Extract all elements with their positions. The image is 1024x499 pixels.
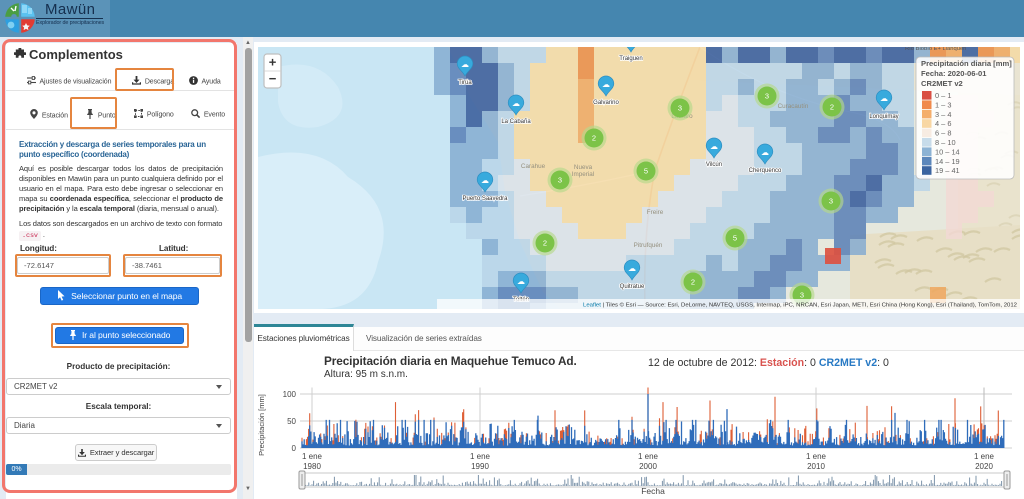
svg-text:2: 2: [592, 134, 596, 143]
svg-text:Precipitación diaria [mm]: Precipitación diaria [mm]: [921, 59, 1012, 68]
svg-text:3: 3: [765, 92, 769, 101]
svg-text:−: −: [269, 71, 277, 86]
svg-text:2: 2: [543, 239, 547, 248]
svg-text:3: 3: [558, 176, 562, 185]
svg-text:Galvarino: Galvarino: [593, 100, 619, 106]
svg-text:2: 2: [830, 103, 834, 112]
svg-text:☁: ☁: [461, 60, 469, 69]
svg-text:☁: ☁: [517, 277, 525, 286]
svg-text:1980: 1980: [303, 462, 321, 471]
svg-text:2: 2: [691, 278, 695, 287]
svg-text:☁: ☁: [761, 148, 769, 157]
svg-text:☁: ☁: [481, 176, 489, 185]
svg-text:☁: ☁: [880, 94, 888, 103]
svg-text:3 – 4: 3 – 4: [935, 110, 951, 119]
svg-text:1 – 3: 1 – 3: [935, 100, 951, 109]
svg-text:Precipitación [mm]: Precipitación [mm]: [257, 394, 266, 456]
svg-text:2000: 2000: [639, 462, 657, 471]
svg-text:Quitratue: Quitratue: [620, 284, 645, 290]
svg-text:Nueva: Nueva: [574, 164, 593, 171]
svg-text:☁: ☁: [512, 99, 520, 108]
svg-text:4 – 6: 4 – 6: [935, 119, 951, 128]
svg-text:Río Biobío E+ Llanquén: Río Biobío E+ Llanquén: [905, 47, 966, 52]
svg-text:☁: ☁: [628, 264, 636, 273]
svg-text:La Cabaña: La Cabaña: [501, 119, 531, 125]
svg-text:2010: 2010: [807, 462, 825, 471]
svg-text:2020: 2020: [975, 462, 993, 471]
svg-text:CR2MET v2: CR2MET v2: [921, 79, 963, 88]
svg-text:3: 3: [829, 197, 833, 206]
svg-text:Imperial: Imperial: [572, 171, 594, 178]
svg-text:1 ene: 1 ene: [470, 452, 491, 461]
svg-text:1 ene: 1 ene: [974, 452, 995, 461]
svg-text:3: 3: [678, 104, 682, 113]
svg-text:1 ene: 1 ene: [806, 452, 827, 461]
svg-text:Freire: Freire: [647, 209, 664, 216]
svg-text:1990: 1990: [471, 462, 489, 471]
svg-text:Leaflet | Tiles © Esri — Sourc: Leaflet | Tiles © Esri — Source: Esri, D…: [583, 302, 1017, 309]
svg-text:Puerto Saavedra: Puerto Saavedra: [462, 196, 508, 202]
svg-text:8 – 10: 8 – 10: [935, 138, 956, 147]
svg-text:1 ene: 1 ene: [302, 452, 323, 461]
svg-text:5: 5: [733, 234, 737, 243]
svg-text:Curacautín: Curacautín: [778, 103, 809, 110]
svg-text:☁: ☁: [710, 142, 718, 151]
svg-text:Traiguen: Traiguen: [619, 56, 642, 62]
svg-text:Pitrufquén: Pitrufquén: [634, 242, 663, 249]
svg-text:1 ene: 1 ene: [638, 452, 659, 461]
svg-text:Cherquenco: Cherquenco: [749, 168, 782, 174]
svg-text:Vilcún: Vilcún: [706, 162, 722, 168]
svg-text:50: 50: [287, 417, 296, 426]
svg-text:☁: ☁: [602, 80, 610, 89]
svg-text:Fecha: Fecha: [641, 486, 665, 496]
svg-text:+: +: [269, 55, 277, 70]
svg-text:Tirúa: Tirúa: [458, 80, 472, 86]
svg-text:3: 3: [800, 291, 804, 300]
svg-text:100: 100: [283, 390, 297, 399]
svg-text:6 – 8: 6 – 8: [935, 129, 951, 138]
svg-text:Lonquimay: Lonquimay: [869, 114, 898, 120]
svg-text:14 – 19: 14 – 19: [935, 157, 960, 166]
svg-text:0: 0: [292, 444, 297, 453]
svg-text:5: 5: [644, 167, 648, 176]
svg-text:Carahue: Carahue: [521, 163, 546, 170]
svg-text:19 – 41: 19 – 41: [935, 166, 960, 175]
svg-text:Fecha: 2020-06-01: Fecha: 2020-06-01: [921, 69, 987, 78]
svg-text:10 – 14: 10 – 14: [935, 147, 960, 156]
svg-text:0 – 1: 0 – 1: [935, 91, 951, 100]
